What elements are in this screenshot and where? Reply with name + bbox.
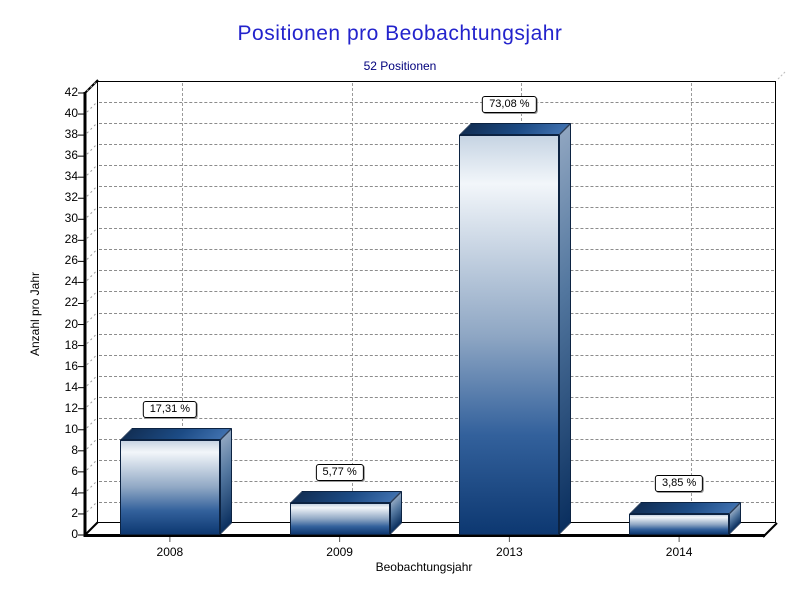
y-tick-depth-connector xyxy=(86,81,97,92)
y-tick-label: 2 xyxy=(71,505,78,520)
y-tick-depth-connector xyxy=(86,207,97,218)
y-tick-depth-connector xyxy=(86,313,97,323)
bar-value-label: 73,08 % xyxy=(482,96,537,113)
gridline-horizontal xyxy=(99,417,774,419)
y-tick-depth-connector xyxy=(86,376,97,387)
corner-top-right-diagonal xyxy=(777,71,786,80)
gridline-horizontal xyxy=(99,102,774,104)
y-tick-label: 6 xyxy=(71,463,78,478)
y-tick-depth-connector xyxy=(86,502,97,513)
gridline-horizontal xyxy=(99,396,774,398)
gridline-horizontal xyxy=(99,354,774,356)
bar-value-label: 5,77 % xyxy=(315,464,364,481)
y-tick-depth-connector xyxy=(86,460,97,471)
bar-front-face xyxy=(629,514,730,535)
y-tick-label: 24 xyxy=(64,274,78,289)
x-tick-label-2008: 2008 xyxy=(156,545,184,559)
y-tick-label: 8 xyxy=(71,442,78,457)
y-tick-depth-connector xyxy=(86,292,97,302)
y-tick-label: 32 xyxy=(64,190,78,205)
y-tick-depth-connector xyxy=(86,439,97,450)
y-tick-depth-connector xyxy=(86,250,97,260)
y-tick-label: 30 xyxy=(64,211,78,226)
chart-title: Positionen pro Beobachtungsjahr xyxy=(237,22,563,45)
gridline-horizontal xyxy=(99,186,774,188)
y-tick-label: 20 xyxy=(64,316,78,331)
x-tick-label-2014: 2014 xyxy=(665,545,693,559)
gridline-horizontal xyxy=(99,459,774,461)
y-tick-label: 40 xyxy=(64,106,78,121)
corner-bottom-left-diagonal xyxy=(83,521,99,537)
gridline-horizontal xyxy=(99,291,774,293)
bar-2008[interactable] xyxy=(119,428,232,535)
bar-top-face xyxy=(119,428,232,440)
y-tick-label: 18 xyxy=(64,337,78,352)
bar-value-label: 3,85 % xyxy=(655,475,704,492)
gridline-horizontal xyxy=(99,165,774,167)
gridline-vertical xyxy=(691,83,693,521)
gridline-horizontal xyxy=(99,123,774,125)
gridline-horizontal xyxy=(99,249,774,251)
corner-top-left-diagonal xyxy=(83,79,99,95)
bar-top-face xyxy=(459,123,572,135)
gridline-horizontal xyxy=(99,480,774,482)
bar-2014[interactable] xyxy=(629,502,742,535)
y-tick-label: 36 xyxy=(64,148,78,163)
bar-2013[interactable] xyxy=(459,123,572,535)
bar-side-face xyxy=(219,428,232,535)
bar-front-face xyxy=(119,440,220,535)
y-axis-title: Anzahl pro Jahr xyxy=(28,271,42,357)
bar-front-face xyxy=(289,503,390,535)
y-tick-label: 34 xyxy=(64,169,78,184)
bar-top-face xyxy=(289,491,402,503)
bar-side-face xyxy=(559,123,572,535)
y-tick-depth-connector xyxy=(86,228,97,239)
gridline-horizontal xyxy=(99,333,774,335)
y-tick-depth-connector xyxy=(86,165,97,176)
y-tick-depth-connector xyxy=(86,355,97,365)
y-tick-depth-connector xyxy=(86,397,97,408)
y-tick-depth-connector xyxy=(86,334,97,344)
y-tick-label: 38 xyxy=(64,127,78,142)
y-tick-label: 12 xyxy=(64,400,78,415)
gridline-horizontal xyxy=(99,270,774,272)
gridline-horizontal xyxy=(99,501,774,503)
y-tick-label: 4 xyxy=(71,484,78,499)
bar-value-label: 17,31 % xyxy=(142,401,198,418)
bar-2009[interactable] xyxy=(289,491,402,535)
gridline-vertical xyxy=(181,83,183,521)
chart-subtitle: 52 Positionen xyxy=(363,59,437,73)
gridline-horizontal xyxy=(99,375,774,377)
corner-bottom-right-diagonal xyxy=(762,522,778,538)
gridline-vertical xyxy=(351,83,353,521)
y-tick-depth-connector xyxy=(86,102,97,113)
y-tick-depth-connector xyxy=(86,144,97,155)
y-tick-depth-connector xyxy=(86,481,97,492)
gridline-horizontal xyxy=(99,228,774,230)
y-tick-depth-connector xyxy=(86,186,97,197)
y-tick-depth-connector xyxy=(86,418,97,429)
y-tick-label: 42 xyxy=(64,85,78,99)
y-tick-label: 14 xyxy=(64,379,78,394)
y-tick-label: 22 xyxy=(64,295,78,310)
y-tick-label: 10 xyxy=(64,421,78,436)
x-tick-label-2009: 2009 xyxy=(326,545,353,559)
gridline-horizontal xyxy=(99,144,774,146)
x-tick-label-2013: 2013 xyxy=(496,545,523,559)
y-tick-label: 26 xyxy=(64,253,78,268)
bar-top-face xyxy=(629,502,742,514)
gridline-horizontal xyxy=(99,438,774,440)
y-tick-label: 28 xyxy=(64,232,78,247)
y-tick-depth-connector xyxy=(86,271,97,281)
gridline-horizontal xyxy=(99,207,774,209)
gridline-horizontal xyxy=(99,312,774,314)
y-tick-label: 16 xyxy=(64,358,78,373)
y-tick-depth-connector xyxy=(86,123,97,134)
y-tick-label: 0 xyxy=(71,527,78,541)
bar-front-face xyxy=(459,135,560,535)
x-axis-title: Beobachtungsjahr xyxy=(375,560,473,574)
